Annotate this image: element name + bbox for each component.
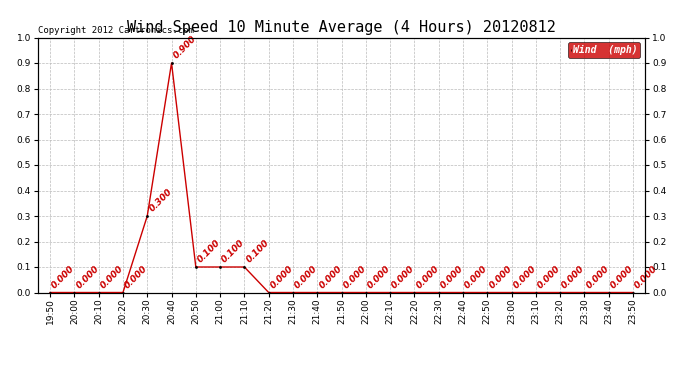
Legend: Wind  (mph): Wind (mph)	[568, 42, 640, 58]
Title: Wind Speed 10 Minute Average (4 Hours) 20120812: Wind Speed 10 Minute Average (4 Hours) 2…	[127, 20, 556, 35]
Text: 0.000: 0.000	[463, 264, 489, 290]
Text: 0.000: 0.000	[75, 264, 101, 290]
Text: 0.000: 0.000	[342, 264, 368, 290]
Text: Copyright 2012 Cartronics.com: Copyright 2012 Cartronics.com	[38, 26, 194, 35]
Text: 0.000: 0.000	[560, 264, 586, 290]
Text: 0.000: 0.000	[366, 264, 393, 290]
Text: 0.000: 0.000	[268, 264, 295, 290]
Text: 0.000: 0.000	[487, 264, 514, 290]
Text: 0.000: 0.000	[584, 264, 611, 290]
Text: 0.000: 0.000	[123, 264, 150, 290]
Text: 0.100: 0.100	[220, 238, 246, 264]
Text: 0.000: 0.000	[390, 264, 417, 290]
Text: 0.000: 0.000	[99, 264, 125, 290]
Text: 0.000: 0.000	[439, 264, 465, 290]
Text: 0.000: 0.000	[317, 264, 344, 290]
Text: 0.000: 0.000	[511, 264, 538, 290]
Text: 0.000: 0.000	[609, 264, 635, 290]
Text: 0.100: 0.100	[244, 238, 271, 264]
Text: 0.000: 0.000	[50, 264, 77, 290]
Text: 0.000: 0.000	[536, 264, 562, 290]
Text: 0.300: 0.300	[147, 187, 174, 213]
Text: 0.000: 0.000	[415, 264, 441, 290]
Text: 0.100: 0.100	[196, 238, 222, 264]
Text: 0.000: 0.000	[293, 264, 319, 290]
Text: 0.900: 0.900	[172, 34, 198, 60]
Text: 0.000: 0.000	[633, 264, 660, 290]
